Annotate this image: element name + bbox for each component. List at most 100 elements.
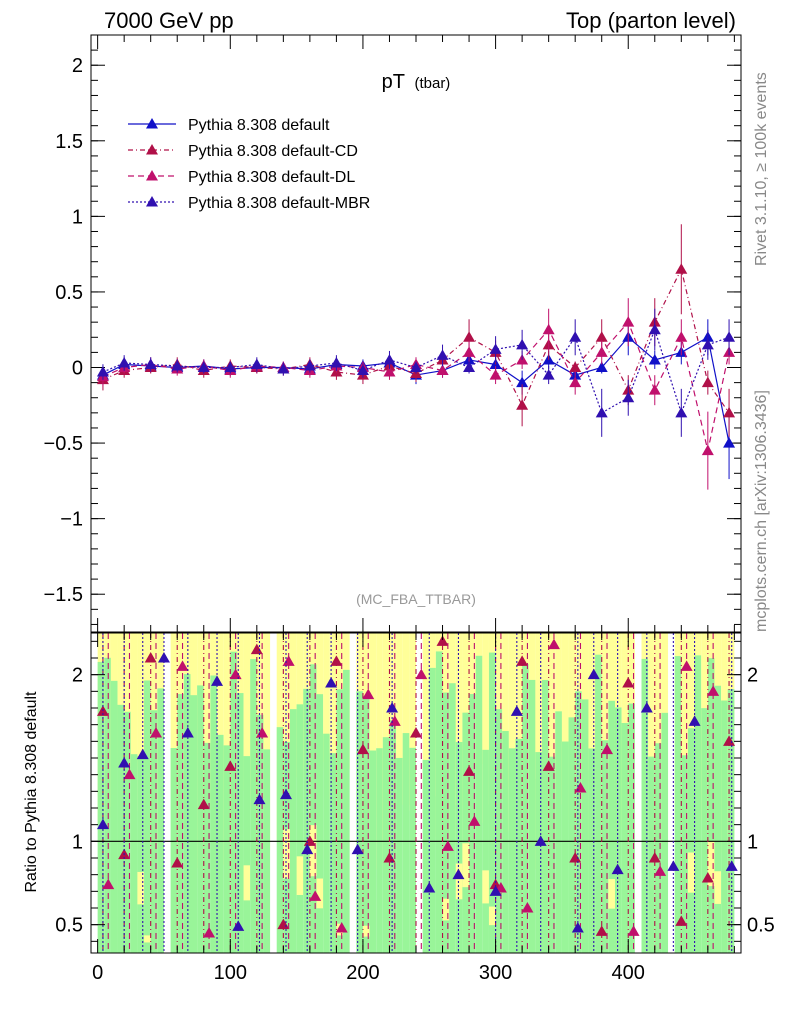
y-tick-label: −1.5 — [44, 584, 83, 606]
ratio-point — [516, 655, 529, 666]
main-x-ticks — [97, 35, 735, 632]
data-point — [569, 331, 582, 342]
data-point — [250, 358, 263, 369]
ratio-point — [362, 688, 375, 700]
x-tick-label: 100 — [214, 962, 247, 984]
ratio-band-yellow — [137, 871, 145, 905]
y-tick-label: 0 — [72, 358, 83, 380]
ratio-band-yellow — [316, 878, 324, 909]
ratio-band-green — [687, 728, 695, 953]
ratio-band-green — [714, 685, 722, 953]
ratio-band-yellow — [488, 906, 496, 926]
ratio-band-yellow — [422, 633, 430, 814]
ratio-band-yellow — [382, 633, 390, 840]
side-text-top: Rivet 3.1.10, ≥ 100k events — [753, 72, 770, 266]
data-point — [648, 384, 661, 395]
ratio-point — [534, 835, 547, 846]
ratio-band-yellow — [283, 633, 290, 787]
ratio-band-yellow — [402, 633, 410, 805]
ratio-point — [136, 748, 149, 760]
ratio-band-green — [376, 748, 383, 953]
data-point — [516, 399, 529, 410]
x-tick-label: 300 — [479, 962, 512, 984]
ratio-band-yellow — [462, 843, 470, 888]
ratio-band-green — [561, 741, 569, 953]
ratio-band-green — [449, 683, 456, 953]
ratio-band-yellow — [654, 633, 662, 762]
ratio-band-yellow — [117, 633, 125, 770]
legend-marker — [146, 170, 158, 181]
ratio-band-green — [402, 733, 410, 953]
ratio-point — [224, 760, 237, 771]
ratio-point — [521, 902, 534, 913]
ratio-point — [232, 920, 245, 931]
y-tick-label-right: 2 — [747, 665, 758, 687]
data-point — [675, 406, 688, 418]
ratio-point — [280, 788, 292, 800]
data-point — [463, 361, 476, 373]
data-point — [723, 406, 736, 418]
header-left: 7000 GeV pp — [104, 8, 234, 33]
legend-entry: Pythia 8.308 default-CD — [188, 143, 358, 160]
data-point — [595, 361, 608, 373]
ratio-band-green — [137, 756, 145, 953]
ratio-point — [157, 652, 170, 663]
ratio-band-green — [243, 756, 251, 953]
plot-subtitle: (tbar) — [414, 75, 450, 92]
data-point — [569, 361, 582, 373]
ratio-point — [330, 655, 343, 666]
ratio-band-green — [382, 737, 390, 953]
data-point — [144, 358, 157, 369]
ratio-point — [96, 818, 109, 830]
ratio-point — [351, 843, 364, 855]
data-point — [595, 331, 608, 342]
data-point — [410, 361, 422, 373]
data-point — [622, 316, 635, 327]
ratio-band-yellow — [369, 633, 377, 817]
data-point — [383, 366, 396, 377]
ratio-band-yellow — [150, 633, 158, 788]
ratio-point — [144, 652, 157, 663]
ratio-point — [701, 872, 714, 883]
ratio-band-green — [681, 755, 688, 953]
ratio-band-yellow — [323, 633, 330, 762]
ratio-band-yellow — [588, 633, 596, 771]
y-tick-label: 1 — [72, 831, 83, 853]
data-point — [648, 353, 661, 365]
ratio-band-green — [396, 757, 403, 953]
ratio-point — [675, 915, 688, 926]
ratio-band-yellow — [482, 870, 489, 904]
data-point — [118, 356, 131, 368]
ratio-band-green — [289, 709, 297, 953]
ratio-band-yellow — [714, 871, 722, 904]
ratio-band-green — [236, 693, 244, 953]
ratio-band-green — [130, 754, 138, 953]
ratio-point — [510, 705, 523, 716]
ratio-point — [388, 715, 401, 726]
ratio-band-green — [542, 679, 549, 953]
ratio-band-green — [409, 747, 416, 953]
ratio-band-yellow — [608, 879, 615, 909]
ratio-band-yellow — [608, 633, 615, 767]
ratio-band-green — [654, 743, 662, 953]
ratio-band-green — [210, 675, 218, 953]
ratio-band-yellow — [329, 633, 337, 799]
data-point — [224, 361, 237, 373]
ratio-band-green — [230, 651, 237, 953]
ratio-point — [197, 798, 210, 810]
ratio-band-green — [601, 740, 609, 953]
ratio-point — [150, 727, 162, 738]
ratio-point — [489, 885, 502, 896]
ratio-band-green — [124, 711, 131, 953]
legend-entry: Pythia 8.308 default-DL — [188, 169, 355, 186]
data-point — [463, 331, 476, 342]
ratio-band-green — [515, 738, 523, 953]
ratio-point — [640, 702, 653, 713]
ratio-band-green — [442, 692, 450, 953]
ratio-point — [611, 863, 624, 875]
ratio-point — [648, 852, 661, 863]
ratio-band-green — [250, 659, 257, 953]
ratio-band-green — [707, 658, 715, 953]
y-tick-label-right: 1 — [747, 831, 758, 853]
